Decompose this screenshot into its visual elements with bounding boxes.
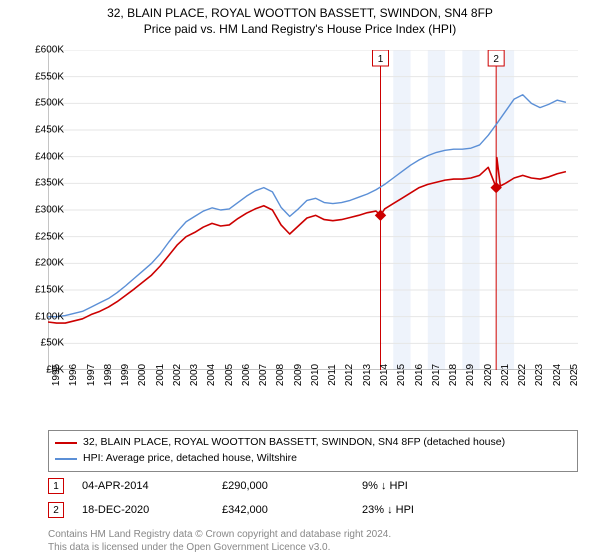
x-tick-label: 2014 [379, 364, 390, 386]
x-tick-label: 2007 [258, 364, 269, 386]
sales-table: 1 04-APR-2014£290,0009% ↓ HPI 2 18-DEC-2020… [48, 470, 578, 518]
y-tick-label: £50K [24, 338, 64, 349]
sale-marker-box: 2 [48, 502, 64, 518]
x-tick-label: 1997 [86, 364, 97, 386]
y-tick-label: £300K [24, 205, 64, 216]
legend-label: 32, BLAIN PLACE, ROYAL WOOTTON BASSETT, … [83, 435, 505, 451]
svg-text:2: 2 [493, 54, 499, 65]
x-tick-label: 2025 [569, 364, 580, 386]
title-block: 32, BLAIN PLACE, ROYAL WOOTTON BASSETT, … [0, 0, 600, 36]
legend-row: 32, BLAIN PLACE, ROYAL WOOTTON BASSETT, … [55, 435, 571, 451]
x-tick-label: 2015 [396, 364, 407, 386]
y-tick-label: £400K [24, 151, 64, 162]
title-line-1: 32, BLAIN PLACE, ROYAL WOOTTON BASSETT, … [0, 6, 600, 20]
x-tick-label: 2012 [344, 364, 355, 386]
sale-price: £342,000 [222, 504, 362, 516]
y-tick-label: £550K [24, 71, 64, 82]
footnote-line-2: This data is licensed under the Open Gov… [48, 541, 391, 554]
sale-row: 1 04-APR-2014£290,0009% ↓ HPI [48, 478, 578, 494]
y-tick-label: £250K [24, 231, 64, 242]
x-tick-label: 2009 [293, 364, 304, 386]
y-tick-label: £350K [24, 178, 64, 189]
y-tick-label: £600K [24, 45, 64, 56]
x-tick-label: 2019 [465, 364, 476, 386]
x-tick-label: 2002 [172, 364, 183, 386]
x-tick-label: 2013 [362, 364, 373, 386]
y-tick-label: £450K [24, 125, 64, 136]
x-tick-label: 2005 [224, 364, 235, 386]
footnote: Contains HM Land Registry data © Crown c… [48, 528, 391, 554]
legend-swatch [55, 458, 77, 460]
legend-swatch [55, 442, 77, 444]
sale-date: 18-DEC-2020 [82, 504, 222, 516]
x-tick-label: 2008 [275, 364, 286, 386]
sale-date: 04-APR-2014 [82, 480, 222, 492]
x-tick-label: 2000 [137, 364, 148, 386]
x-tick-label: 2017 [431, 364, 442, 386]
sale-delta: 9% ↓ HPI [362, 480, 502, 492]
x-tick-label: 1998 [103, 364, 114, 386]
line-chart: 12 [48, 50, 578, 370]
sale-price: £290,000 [222, 480, 362, 492]
svg-text:1: 1 [378, 54, 384, 65]
sale-delta: 23% ↓ HPI [362, 504, 502, 516]
x-tick-label: 2021 [500, 364, 511, 386]
x-tick-label: 2006 [241, 364, 252, 386]
x-tick-label: 1996 [68, 364, 79, 386]
x-tick-label: 1999 [120, 364, 131, 386]
x-tick-label: 2022 [517, 364, 528, 386]
x-tick-label: 2016 [414, 364, 425, 386]
x-tick-label: 2003 [189, 364, 200, 386]
sale-marker-box: 1 [48, 478, 64, 494]
title-line-2: Price paid vs. HM Land Registry's House … [0, 22, 600, 36]
footnote-line-1: Contains HM Land Registry data © Crown c… [48, 528, 391, 541]
legend-row: HPI: Average price, detached house, Wilt… [55, 451, 571, 467]
x-tick-label: 2023 [534, 364, 545, 386]
x-tick-label: 2020 [483, 364, 494, 386]
x-tick-label: 2024 [552, 364, 563, 386]
x-tick-label: 2011 [327, 364, 338, 386]
sale-row: 2 18-DEC-2020£342,00023% ↓ HPI [48, 502, 578, 518]
x-tick-label: 1995 [51, 364, 62, 386]
x-tick-label: 2004 [206, 364, 217, 386]
legend-label: HPI: Average price, detached house, Wilt… [83, 451, 297, 467]
legend: 32, BLAIN PLACE, ROYAL WOOTTON BASSETT, … [48, 430, 578, 472]
y-tick-label: £200K [24, 258, 64, 269]
chart-container: 32, BLAIN PLACE, ROYAL WOOTTON BASSETT, … [0, 0, 600, 560]
x-tick-label: 2018 [448, 364, 459, 386]
x-tick-label: 2001 [155, 364, 166, 386]
y-tick-label: £500K [24, 98, 64, 109]
x-tick-label: 2010 [310, 364, 321, 386]
y-tick-label: £100K [24, 311, 64, 322]
y-tick-label: £150K [24, 285, 64, 296]
